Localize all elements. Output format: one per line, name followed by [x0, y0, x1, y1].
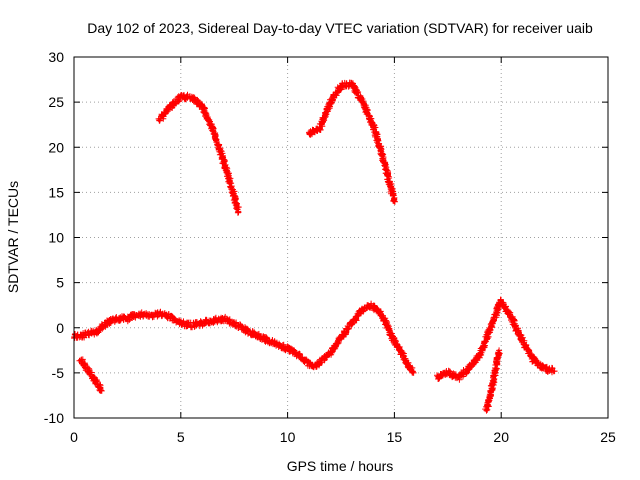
data-point-marker — [384, 322, 391, 329]
x-tick-label: 5 — [177, 429, 185, 445]
data-point-marker — [234, 209, 241, 216]
y-tick-label: 20 — [48, 139, 64, 155]
y-tick-label: -10 — [44, 410, 64, 426]
data-point-marker — [549, 369, 555, 376]
series-baseline — [71, 300, 417, 376]
y-tick-label: 25 — [48, 94, 64, 110]
series-late-rise — [482, 347, 503, 414]
series-arc-1 — [155, 91, 242, 216]
series-late-arc — [434, 296, 558, 383]
data-point-marker — [451, 371, 458, 378]
data-point-marker — [476, 352, 483, 359]
data-point-marker — [390, 191, 396, 198]
data-point-marker — [345, 325, 351, 332]
plot-frame — [73, 56, 609, 419]
x-tick-label: 20 — [493, 429, 509, 445]
data-point-marker — [234, 206, 241, 213]
data-point-marker — [532, 356, 539, 363]
y-tick-label: 15 — [48, 184, 64, 200]
x-tick-label: 15 — [387, 429, 403, 445]
axis-ticks: 0 5 10 15 20 25 -10 -5 0 5 10 15 20 25 30 — [44, 49, 616, 445]
series-early-drop — [76, 356, 105, 394]
data-point-marker — [106, 320, 113, 327]
data-point-marker — [235, 209, 242, 216]
grid-lines — [74, 57, 608, 418]
y-tick-label: 10 — [48, 230, 64, 246]
data-point-marker — [496, 347, 503, 354]
x-axis-label: GPS time / hours — [287, 458, 394, 474]
data-point-marker — [316, 126, 323, 133]
chart-title: Day 102 of 2023, Sidereal Day-to-day VTE… — [87, 20, 593, 36]
data-point-marker — [391, 198, 398, 205]
y-axis-label: SDTVAR / TECUs — [5, 181, 21, 293]
data-point-marker — [228, 184, 234, 191]
data-point-marker — [205, 117, 212, 124]
data-point-marker — [317, 359, 324, 366]
data-point-marker — [296, 351, 303, 358]
x-tick-label: 0 — [70, 429, 78, 445]
data-point-marker — [156, 117, 163, 124]
data-point-marker — [98, 387, 105, 394]
data-series-layer — [71, 79, 558, 414]
data-point-marker — [519, 334, 526, 341]
data-point-marker — [410, 369, 417, 376]
y-tick-label: 30 — [48, 49, 64, 65]
data-point-marker — [376, 145, 383, 151]
series-arc-2 — [306, 79, 398, 205]
x-tick-label: 25 — [600, 429, 616, 445]
y-tick-label: 5 — [56, 275, 64, 291]
data-point-marker — [354, 89, 361, 96]
x-tick-label: 10 — [280, 429, 296, 445]
y-tick-label: 0 — [56, 320, 64, 336]
data-point-marker — [407, 363, 414, 370]
data-point-marker — [551, 368, 558, 375]
y-tick-label: -5 — [52, 365, 65, 381]
data-point-marker — [107, 320, 114, 326]
